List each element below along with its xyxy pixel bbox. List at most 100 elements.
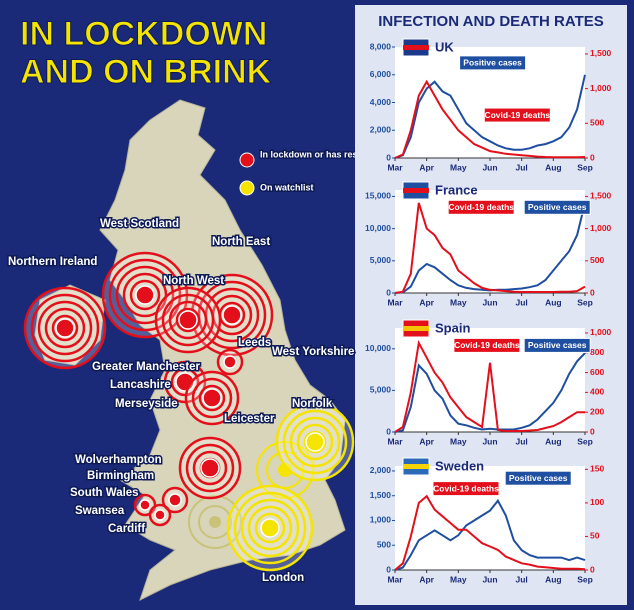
series-line bbox=[394, 202, 586, 294]
series-label-box bbox=[483, 107, 551, 123]
region-label: Swansea bbox=[75, 505, 125, 517]
region-ring bbox=[163, 360, 207, 404]
region-label: Merseyside bbox=[115, 398, 178, 410]
legend-swatch bbox=[239, 180, 255, 196]
x-tick-label: Sep bbox=[577, 162, 593, 172]
region-label: West Yorkshire bbox=[272, 346, 354, 358]
series-label-box bbox=[523, 337, 591, 353]
region-ring bbox=[216, 348, 244, 376]
region-ring bbox=[191, 377, 233, 419]
series-label: Positive cases bbox=[463, 58, 522, 68]
y-tick-label: 10,000 bbox=[365, 343, 391, 353]
series-line bbox=[394, 74, 586, 159]
region-ring bbox=[198, 384, 226, 412]
y2-tick-label: 1,500 bbox=[590, 48, 612, 58]
y-tick-label: 8,000 bbox=[370, 41, 392, 51]
series-label-box bbox=[523, 199, 591, 215]
region-ring bbox=[51, 314, 79, 342]
region-ring bbox=[178, 436, 242, 500]
region-dot bbox=[139, 499, 151, 511]
region-ring bbox=[122, 272, 168, 318]
series-label: Covid-19 deaths bbox=[454, 340, 520, 350]
legend-swatch bbox=[239, 152, 255, 168]
x-tick-label: Mar bbox=[387, 162, 403, 172]
chart-title: Sweden bbox=[435, 458, 484, 473]
region-ring bbox=[233, 491, 307, 565]
series-label-box bbox=[432, 481, 500, 497]
series-label: Positive cases bbox=[509, 473, 568, 483]
region-dot bbox=[168, 493, 182, 507]
x-tick-label: Mar bbox=[387, 574, 403, 584]
series-label: Covid-19 deaths bbox=[484, 110, 550, 120]
x-tick-label: Sep bbox=[577, 436, 593, 446]
map bbox=[23, 99, 355, 601]
flag-stripe bbox=[403, 326, 429, 331]
x-tick-label: Jun bbox=[482, 436, 497, 446]
y2-tick-label: 1,000 bbox=[590, 83, 612, 93]
region-ring bbox=[275, 402, 355, 482]
series-line bbox=[394, 494, 586, 571]
series-label-box bbox=[504, 470, 572, 486]
region-label: Northern Ireland bbox=[8, 256, 97, 268]
region-ring bbox=[282, 409, 348, 475]
region-dot bbox=[260, 518, 280, 538]
y2-tick-label: 400 bbox=[590, 387, 604, 397]
region-ring bbox=[44, 307, 86, 349]
region-label: Leeds bbox=[238, 337, 271, 349]
series-label-box bbox=[453, 337, 521, 353]
region-ring bbox=[154, 286, 222, 354]
x-tick-label: Apr bbox=[419, 162, 434, 172]
panel-title: INFECTION AND DEATH RATES bbox=[378, 13, 604, 30]
region-label: West Scotland bbox=[100, 218, 179, 230]
y2-tick-label: 0 bbox=[590, 426, 595, 436]
region-dot bbox=[305, 432, 325, 452]
region-ring bbox=[296, 423, 334, 461]
y-tick-label: 2,000 bbox=[370, 465, 392, 475]
x-tick-label: Jun bbox=[482, 574, 497, 584]
series-line bbox=[394, 352, 586, 433]
y-tick-label: 500 bbox=[377, 539, 391, 549]
y2-tick-label: 500 bbox=[590, 255, 604, 265]
x-tick-label: May bbox=[450, 162, 467, 172]
x-tick-label: Jul bbox=[516, 574, 528, 584]
series-label: Covid-19 deaths bbox=[433, 483, 499, 493]
region-label: North West bbox=[163, 275, 224, 287]
y-tick-label: 0 bbox=[386, 426, 391, 436]
region-dot bbox=[200, 458, 220, 478]
legend-label: On watchlist bbox=[260, 182, 314, 192]
y-tick-label: 0 bbox=[386, 564, 391, 574]
region-label: London bbox=[262, 572, 304, 584]
region-label: South Wales bbox=[70, 487, 139, 499]
region-dot bbox=[223, 355, 237, 369]
line-chart: Spain 0 5,000 10,000 0 200 400 600 800 1,000 Mar Ap… bbox=[365, 319, 612, 446]
y2-tick-label: 50 bbox=[590, 531, 600, 541]
region-dot bbox=[202, 388, 222, 408]
chart-title: UK bbox=[435, 39, 454, 54]
y-tick-label: 0 bbox=[386, 152, 391, 162]
series-line bbox=[394, 339, 585, 433]
y2-tick-label: 500 bbox=[590, 118, 604, 128]
region-ring bbox=[129, 279, 161, 311]
region-label: Birmingham bbox=[87, 470, 154, 482]
x-tick-label: Apr bbox=[419, 574, 434, 584]
region-label: North East bbox=[212, 236, 270, 248]
region-ring bbox=[161, 486, 189, 514]
y2-tick-label: 0 bbox=[590, 564, 595, 574]
region-dot bbox=[178, 310, 198, 330]
x-tick-label: Apr bbox=[419, 436, 434, 446]
line-chart: UK 0 2,000 4,000 6,000 8,000 0 500 1,000 1,500 Mar… bbox=[370, 38, 612, 172]
x-tick-label: Jun bbox=[482, 162, 497, 172]
x-tick-label: Aug bbox=[545, 297, 562, 307]
y-tick-label: 1,500 bbox=[370, 490, 392, 500]
y-tick-label: 15,000 bbox=[365, 191, 391, 201]
region-label: Cardiff bbox=[108, 523, 145, 535]
series-label-box bbox=[459, 55, 527, 71]
region-ring bbox=[37, 300, 93, 356]
y2-tick-label: 1,000 bbox=[590, 223, 612, 233]
region-label: Greater Manchester bbox=[92, 361, 201, 373]
title-line: IN LOCKDOWN bbox=[20, 15, 267, 53]
series-label: Positive cases bbox=[528, 202, 587, 212]
line-chart: France 0 5,000 10,000 15,000 0 500 1,000 1,500 Ma… bbox=[365, 181, 612, 307]
y2-tick-label: 150 bbox=[590, 464, 604, 474]
region-ring bbox=[184, 370, 240, 426]
